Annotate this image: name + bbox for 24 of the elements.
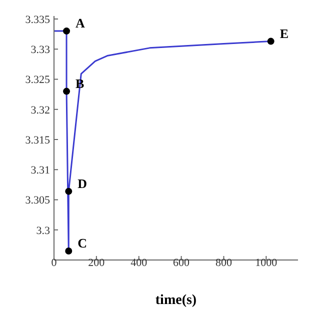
y-tick-label: 3.32	[30, 104, 50, 116]
x-axis-title: time(s)	[155, 293, 197, 308]
y-tick-label: 3.33	[30, 44, 50, 56]
y-tick-label: 3.325	[25, 74, 50, 86]
x-tick-label: 0	[51, 256, 58, 269]
y-tick-label: 3.335	[25, 14, 50, 26]
point	[63, 28, 70, 35]
annotation: E	[280, 26, 289, 41]
annotation: A	[76, 16, 86, 31]
point	[267, 38, 274, 45]
annotation: C	[78, 236, 88, 251]
x-tick-label: 800	[215, 256, 232, 269]
y-tick-label: 3.3	[36, 224, 50, 237]
point	[65, 188, 72, 195]
x-tick-label: 1000	[255, 256, 278, 269]
y-tick-label: 3.31	[30, 164, 50, 177]
x-tick-label: 600	[173, 256, 190, 269]
y-tick-label: 3.315	[25, 134, 50, 146]
y-tick-label: 3.305	[25, 194, 50, 207]
x-tick-label: 200	[88, 256, 106, 269]
x-tick-label: 400	[130, 256, 148, 269]
point	[65, 247, 72, 254]
point	[63, 88, 70, 95]
annotation: D	[78, 176, 88, 191]
